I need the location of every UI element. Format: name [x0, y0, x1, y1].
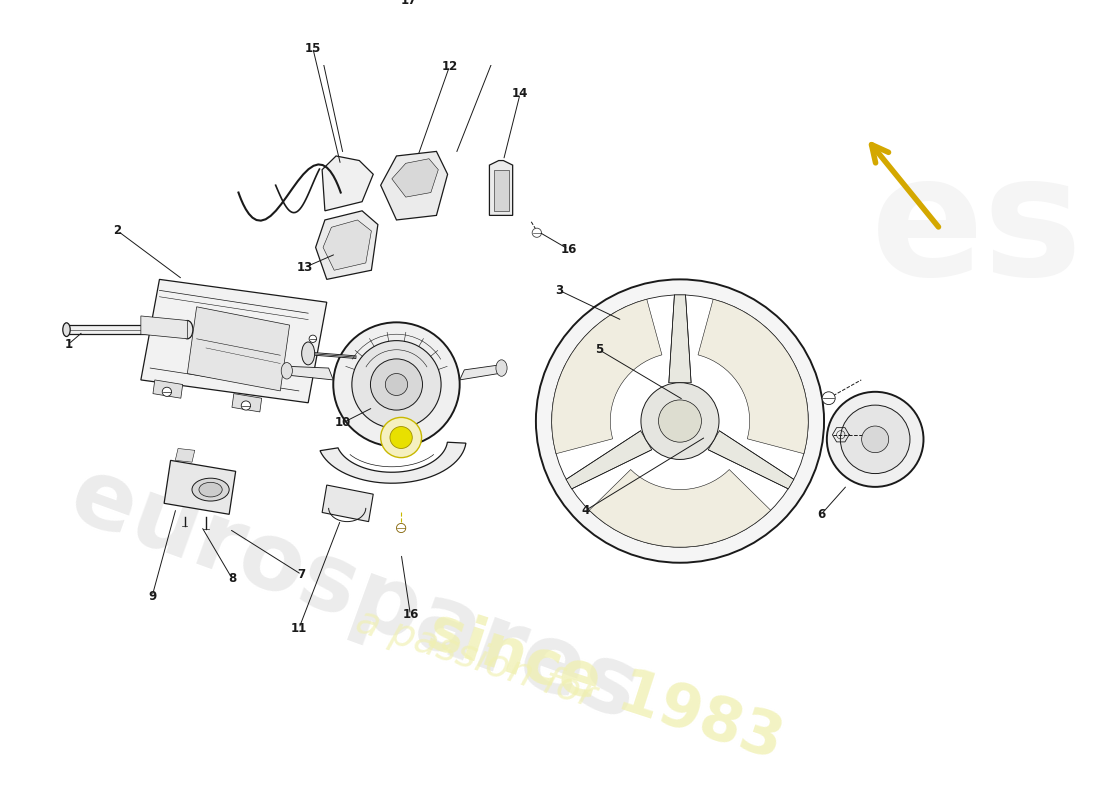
Text: 16: 16: [403, 608, 419, 622]
Ellipse shape: [282, 362, 293, 379]
Circle shape: [536, 279, 824, 562]
Text: 4: 4: [581, 504, 590, 517]
Text: es: es: [871, 148, 1084, 310]
Polygon shape: [164, 460, 235, 514]
Text: 6: 6: [817, 508, 825, 521]
Text: 14: 14: [512, 87, 528, 100]
Circle shape: [822, 392, 835, 405]
Text: since 1983: since 1983: [420, 601, 791, 771]
Polygon shape: [698, 299, 808, 454]
Text: 7: 7: [298, 568, 306, 581]
Polygon shape: [381, 151, 448, 220]
Polygon shape: [141, 279, 327, 402]
Circle shape: [371, 359, 422, 410]
Polygon shape: [392, 158, 438, 197]
Circle shape: [552, 295, 808, 547]
Text: 13: 13: [296, 261, 312, 274]
Polygon shape: [187, 306, 289, 391]
Circle shape: [641, 382, 719, 459]
Polygon shape: [590, 470, 771, 547]
Ellipse shape: [301, 342, 315, 365]
Circle shape: [241, 401, 251, 410]
Ellipse shape: [182, 321, 192, 338]
Polygon shape: [738, 342, 774, 400]
Circle shape: [381, 418, 421, 458]
Circle shape: [333, 322, 460, 446]
Circle shape: [352, 341, 441, 428]
Polygon shape: [552, 299, 662, 454]
Polygon shape: [141, 316, 187, 338]
Polygon shape: [566, 430, 651, 489]
Circle shape: [532, 228, 541, 238]
Polygon shape: [460, 364, 504, 380]
Polygon shape: [587, 342, 624, 400]
Text: 12: 12: [441, 60, 458, 73]
Polygon shape: [66, 325, 187, 334]
Text: 11: 11: [290, 622, 307, 635]
Polygon shape: [669, 295, 691, 382]
Text: a passion for: a passion for: [351, 602, 601, 715]
Circle shape: [390, 426, 412, 449]
Text: 17: 17: [400, 0, 417, 7]
Ellipse shape: [199, 482, 222, 497]
Polygon shape: [322, 485, 373, 522]
Circle shape: [385, 374, 408, 395]
Text: 16: 16: [560, 242, 576, 256]
Polygon shape: [285, 366, 333, 380]
Text: 8: 8: [228, 572, 236, 585]
Circle shape: [659, 400, 702, 442]
Polygon shape: [708, 430, 794, 489]
Polygon shape: [320, 442, 466, 483]
Circle shape: [861, 426, 889, 453]
Circle shape: [840, 405, 910, 474]
Polygon shape: [490, 161, 513, 215]
Circle shape: [309, 335, 317, 342]
Text: eurospares: eurospares: [58, 450, 651, 740]
Polygon shape: [323, 220, 372, 270]
Circle shape: [827, 392, 924, 487]
Polygon shape: [316, 211, 378, 279]
Text: 1: 1: [64, 338, 73, 350]
Ellipse shape: [192, 478, 229, 501]
Circle shape: [396, 523, 406, 533]
Text: 9: 9: [147, 590, 156, 603]
Text: 15: 15: [305, 42, 321, 54]
Ellipse shape: [63, 322, 70, 337]
Polygon shape: [232, 394, 262, 412]
Text: 2: 2: [113, 225, 122, 238]
Polygon shape: [175, 449, 195, 462]
Circle shape: [162, 387, 172, 396]
Ellipse shape: [496, 360, 507, 376]
Polygon shape: [322, 156, 373, 211]
Polygon shape: [153, 380, 183, 398]
Polygon shape: [494, 170, 509, 211]
Text: 10: 10: [334, 416, 351, 430]
Text: 3: 3: [556, 284, 563, 297]
Text: 5: 5: [595, 343, 603, 356]
